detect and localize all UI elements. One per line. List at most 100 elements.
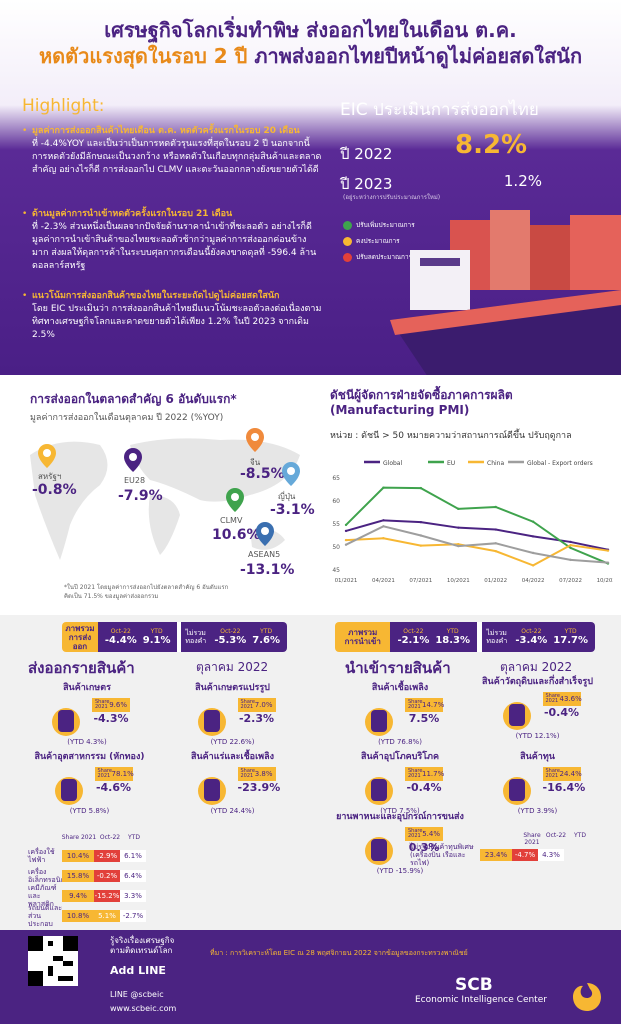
ytd-value: (YTD 7.5%) — [380, 807, 420, 815]
market-name: EU28 — [124, 476, 146, 485]
row-share: 23.4% — [480, 849, 512, 861]
market-name: ASEAN5 — [248, 550, 281, 559]
ytd-value: (YTD 22.6%) — [210, 738, 255, 746]
x-tick-label: 07/2021 — [409, 578, 432, 584]
row-ytd: 4.3% — [538, 849, 564, 861]
data-point — [419, 520, 423, 524]
pmi-title: ดัชนีผู้จัดการฝ่ายจัดซื้อภาคการผลิต (Manu… — [330, 388, 513, 417]
ytd-value: (YTD 24.4%) — [210, 807, 255, 815]
data-point — [494, 505, 497, 509]
data-point — [569, 558, 572, 562]
qr-code[interactable] — [28, 936, 78, 986]
oct-growth-value: -4.6% — [95, 781, 132, 794]
brand-subtitle: Economic Intelligence Center — [415, 995, 547, 1005]
product-name: ยานพาหนะและอุปกรณ์การขนส่ง — [336, 812, 464, 822]
line-handle[interactable]: LINE @scbeic — [110, 990, 164, 999]
share-badge: Share 2021 9.6% — [92, 698, 130, 712]
product-icon — [54, 777, 83, 805]
pmi-line-chart: Global EU China Global - Export orders 45 50 5… — [332, 460, 613, 584]
highlight-body: ที่ -2.3% ส่วนหนึ่งเป็นผลจากปัจจัยด้านรา… — [32, 222, 317, 271]
oct-growth-value: -0.4% — [406, 781, 442, 794]
year-2022-value: 8.2% — [455, 130, 528, 160]
year-2023-value: 1.2% — [503, 172, 542, 190]
website-link[interactable]: www.scbeic.com — [110, 1004, 177, 1013]
import-ex-gold-values: ไม่รวม ทองคำ Oct-22 -3.4% YTD 17.7% — [482, 622, 595, 652]
data-point — [457, 543, 460, 546]
row-ytd: 6.1% — [120, 850, 146, 862]
row-label: เครื่องอิเล็กทรอนิกส์ — [28, 868, 69, 884]
row-share: 9.4% — [62, 890, 94, 902]
x-tick-label: 01/2022 — [484, 578, 507, 584]
share-value: 5.4% — [422, 830, 440, 838]
highlight-body: ที่ -4.4%YOY และเป็นว่าเป็นการหดตัวรุนแร… — [32, 139, 322, 175]
oct-growth-value: -2.3% — [238, 712, 275, 725]
data-point — [531, 551, 535, 555]
row-oct: -15.2% — [94, 890, 120, 902]
import-summary-label: ภาพรวม การนำเข้า — [335, 622, 391, 652]
y-tick-label: 60 — [332, 498, 340, 505]
series-line — [345, 519, 609, 551]
data-point — [569, 543, 572, 547]
ytd-value: (YTD 76.8%) — [378, 738, 422, 746]
share-value: 9.6% — [109, 701, 127, 709]
row-oct: 5.1% — [94, 910, 120, 922]
data-point — [569, 540, 572, 544]
oct-growth-value: -4.3% — [93, 712, 129, 725]
legend-down: ปรับลดประมาณการ — [343, 252, 412, 262]
highlight-title: Highlight: — [22, 96, 105, 116]
ytd-value: (YTD 3.9%) — [517, 807, 558, 815]
imports-title: นำเข้ารายสินค้า — [345, 659, 451, 677]
data-point — [344, 523, 348, 527]
location-pin-icon — [38, 444, 56, 468]
data-point — [344, 538, 348, 542]
import-ytd-value: 18.3% — [435, 635, 471, 646]
data-point — [419, 534, 423, 537]
product-card: ยานพาหนะและอุปกรณ์การขนส่ง Share 2021 5.4%… — [335, 812, 465, 875]
highlight-body: โดย EIC ประเมินว่า การส่งออกสินค้าไทยมีแ… — [32, 304, 322, 340]
row-label: รถยนต์และส่วนประกอบ — [28, 904, 62, 928]
location-pin-icon — [124, 448, 142, 472]
source-note: ที่มา : การวิเคราะห์โดย EIC ณ 28 พฤศจิกา… — [210, 949, 468, 957]
import-summary-bar: ภาพรวม การนำเข้า Oct-22 -2.1% YTD 18.3% ไม… — [335, 622, 595, 652]
import-subcategory-table: ไม่รวมสินค้าทุนพิเศษ (เครื่องบิน เรือและ… — [410, 843, 564, 867]
share-value: 78.1% — [111, 770, 134, 778]
table-row: รถยนต์และส่วนประกอบ 10.8% 5.1% -2.7% — [28, 904, 146, 928]
data-point — [344, 529, 348, 533]
data-point — [531, 535, 535, 538]
data-point — [494, 528, 497, 531]
data-point — [531, 520, 535, 523]
market-value: -8.5% — [240, 466, 285, 482]
x-tick-label: 04/2021 — [372, 578, 395, 584]
share-badge: Share 2021 7.0% — [237, 698, 276, 712]
row-ytd: -2.7% — [120, 910, 146, 922]
exports-title: ส่งออกรายสินค้า — [28, 659, 135, 677]
row-share: 10.8% — [62, 910, 94, 922]
product-icon — [197, 777, 226, 805]
dash-icon — [343, 236, 352, 246]
highlight-lead: แนวโน้มการส่งออกสินค้าของไทยในระยะถัดไปด… — [32, 291, 280, 301]
share-value: 7.0% — [254, 701, 273, 709]
export-ex-gold-values: ไม่รวม ทองคำ Oct-22 -5.3% YTD 7.6% — [181, 622, 287, 652]
series-line — [345, 525, 609, 564]
y-tick-label: 50 — [332, 544, 340, 551]
table-row: ไม่รวมสินค้าทุนพิเศษ (เครื่องบิน เรือและ… — [410, 843, 564, 867]
scb-logo-icon — [573, 983, 601, 1011]
product-name: สินค้าเกษตรแปรรูป — [195, 683, 270, 693]
product-icon — [365, 837, 393, 865]
product-name: สินค้าเกษตร — [63, 683, 111, 693]
x-tick-label: 04/2022 — [522, 578, 545, 584]
data-point — [457, 507, 460, 511]
product-card: สินค้าวัตถุดิบและกึ่งสำเร็จรูป Share 2021… — [470, 677, 605, 740]
markets-subtitle: มูลค่าการส่งออกในเดือนตุลาคม ปี 2022 (%Y… — [30, 413, 224, 423]
table-row: เคมีภัณฑ์และพลาสติก 9.4% -15.2% 3.3% — [28, 884, 146, 908]
market-name: ญี่ปุ่น — [278, 492, 296, 501]
highlight-item: • ด้านมูลค่าการนำเข้าหดตัวครั้งแรกในรอบ 2… — [22, 208, 322, 273]
markets-footnote: *ในปี 2021 โดยมูลค่าการส่งออกไปยังตลาดสำ… — [64, 584, 229, 600]
add-line-button[interactable]: Add LINE — [110, 964, 166, 977]
share-badge: Share 2021 24.4% — [542, 767, 582, 781]
highlight-item: • มูลค่าการส่งออกสินค้าไทยเดือน ต.ค. หดตั… — [22, 126, 322, 175]
export-oct-value: -4.4% — [104, 635, 137, 646]
markets-pmi-section — [0, 375, 621, 615]
data-point — [494, 549, 497, 553]
market-value: -13.1% — [240, 562, 295, 578]
